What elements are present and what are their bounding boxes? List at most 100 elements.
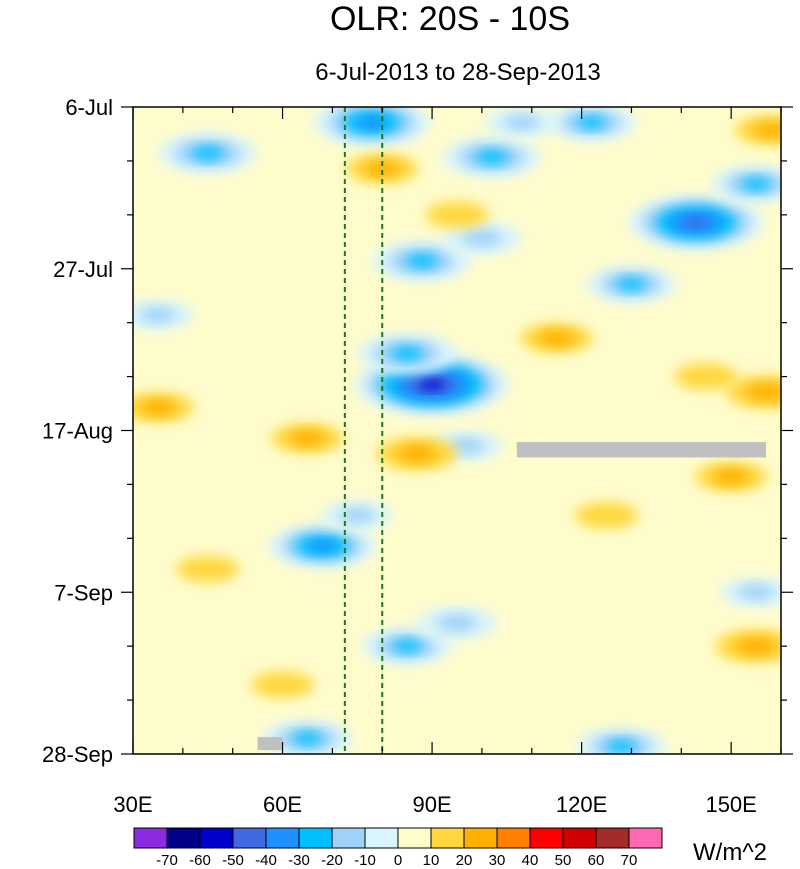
anomaly-contour bbox=[139, 307, 176, 323]
anomaly-contour bbox=[292, 732, 323, 745]
axes: 30E 60E 90E 120E 150E 6-Jul 27-Jul 17-Aug 7-Sep 2… bbox=[42, 95, 793, 817]
colorbar-label-6: -10 bbox=[354, 852, 376, 869]
colorbar-label-10: 30 bbox=[489, 852, 506, 869]
colorbar-box-0 bbox=[133, 827, 168, 849]
anomaly-contour bbox=[339, 507, 376, 523]
anomaly-18 bbox=[262, 720, 353, 754]
missing-data-1 bbox=[257, 737, 283, 751]
anomaly-2 bbox=[711, 165, 781, 203]
anomaly-contour bbox=[308, 540, 336, 552]
anomaly-9 bbox=[586, 265, 677, 303]
y-tick-label-0: 6-Jul bbox=[65, 95, 113, 120]
anomaly-1 bbox=[628, 195, 764, 250]
anomaly-23 bbox=[346, 153, 419, 184]
anomaly-15 bbox=[321, 500, 394, 531]
anomaly-contour bbox=[251, 671, 315, 698]
anomaly-7 bbox=[372, 240, 472, 282]
anomaly-contour bbox=[364, 161, 401, 177]
anomaly-contour bbox=[741, 177, 772, 191]
y-tick-label-2: 17-Aug bbox=[42, 419, 113, 444]
x-tick-label-1: 60E bbox=[263, 792, 302, 817]
anomaly-26 bbox=[725, 375, 781, 409]
anomaly-10 bbox=[133, 299, 194, 330]
colorbar-box-13 bbox=[562, 827, 597, 849]
anomaly-20 bbox=[720, 577, 781, 608]
anomaly-29 bbox=[133, 392, 194, 423]
anomaly-contour bbox=[713, 469, 750, 485]
y-tick-label-4: 28-Sep bbox=[42, 742, 113, 767]
x-tick-label-4: 150E bbox=[705, 792, 756, 817]
colorbar-box-12 bbox=[529, 827, 564, 849]
anomaly-27 bbox=[674, 363, 738, 390]
anomaly-contour bbox=[357, 116, 387, 129]
colorbar-label-14: 70 bbox=[621, 852, 638, 869]
colorbar-label-4: -30 bbox=[288, 852, 310, 869]
anomaly-16 bbox=[362, 627, 453, 665]
anomaly-contour bbox=[616, 277, 647, 291]
colorbar-box-11 bbox=[496, 827, 531, 849]
anomaly-25 bbox=[735, 115, 781, 146]
anomaly-21 bbox=[271, 423, 344, 454]
y-tick-label-1: 27-Jul bbox=[53, 257, 113, 282]
colorbar-box-6 bbox=[331, 827, 366, 849]
chart-subtitle: 6-Jul-2013 to 28-Sep-2013 bbox=[315, 59, 601, 86]
anomaly-contour bbox=[606, 740, 637, 753]
colorbar-box-3 bbox=[232, 827, 267, 849]
colorbar-box-7 bbox=[364, 827, 399, 849]
colorbar-box-15 bbox=[628, 827, 663, 849]
anomaly-17 bbox=[416, 606, 498, 640]
anomaly-contour bbox=[425, 201, 489, 229]
anomaly-19 bbox=[576, 727, 667, 754]
y-tick-label-3: 7-Sep bbox=[54, 580, 113, 605]
anomaly-contour bbox=[405, 254, 439, 268]
anomaly-contour bbox=[503, 114, 540, 130]
anomaly-contour bbox=[475, 150, 509, 164]
missing-data-layer bbox=[257, 442, 767, 751]
anomaly-30 bbox=[715, 629, 781, 663]
colorbar-label-5: -20 bbox=[321, 852, 343, 869]
anomaly-contour bbox=[674, 363, 738, 390]
anomaly-contour bbox=[735, 637, 777, 655]
anomaly-contour bbox=[419, 379, 445, 390]
colorbar-label-13: 60 bbox=[588, 852, 605, 869]
colorbar-box-10 bbox=[463, 827, 498, 849]
colorbar-box-5 bbox=[298, 827, 333, 849]
colorbar-label-2: -50 bbox=[222, 852, 244, 869]
anomaly-5 bbox=[313, 107, 431, 147]
colorbar: -70 -60 -50 -40 -30 -20 -10 0 10 20 30 40 50 60 70 bbox=[133, 827, 663, 869]
anomaly-layer bbox=[133, 107, 781, 754]
anomaly-contour bbox=[538, 330, 575, 346]
colorbar-label-8: 10 bbox=[423, 852, 440, 869]
anomaly-0 bbox=[442, 136, 542, 178]
colorbar-label-12: 50 bbox=[555, 852, 572, 869]
anomaly-34 bbox=[575, 501, 639, 529]
x-tick-label-0: 30E bbox=[113, 792, 152, 817]
anomaly-22 bbox=[376, 436, 458, 471]
anomaly-33 bbox=[176, 555, 240, 583]
colorbar-label-1: -60 bbox=[189, 852, 211, 869]
colorbar-label-9: 20 bbox=[456, 852, 473, 869]
anomaly-contour bbox=[392, 640, 423, 653]
anomaly-3 bbox=[485, 107, 558, 138]
anomaly-contour bbox=[139, 399, 176, 415]
anomaly-4 bbox=[546, 107, 637, 141]
colorbar-box-14 bbox=[595, 827, 630, 849]
colorbar-label-11: 40 bbox=[522, 852, 539, 869]
anomaly-contour bbox=[738, 584, 775, 600]
anomaly-contour bbox=[575, 501, 639, 529]
anomaly-contour bbox=[176, 555, 240, 583]
x-tick-label-2: 90E bbox=[412, 792, 451, 817]
colorbar-unit: W/m^2 bbox=[693, 839, 767, 866]
colorbar-box-9 bbox=[430, 827, 465, 849]
x-tick-label-3: 120E bbox=[556, 792, 607, 817]
colorbar-label-3: -40 bbox=[255, 852, 277, 869]
anomaly-contour bbox=[461, 229, 503, 247]
anomaly-12 bbox=[357, 333, 457, 374]
anomaly-contour bbox=[191, 146, 225, 160]
missing-data-0 bbox=[516, 442, 767, 458]
anomaly-contour bbox=[576, 116, 607, 129]
colorbar-box-2 bbox=[199, 827, 234, 849]
anomaly-14 bbox=[268, 524, 377, 569]
anomaly-contour bbox=[436, 614, 478, 632]
